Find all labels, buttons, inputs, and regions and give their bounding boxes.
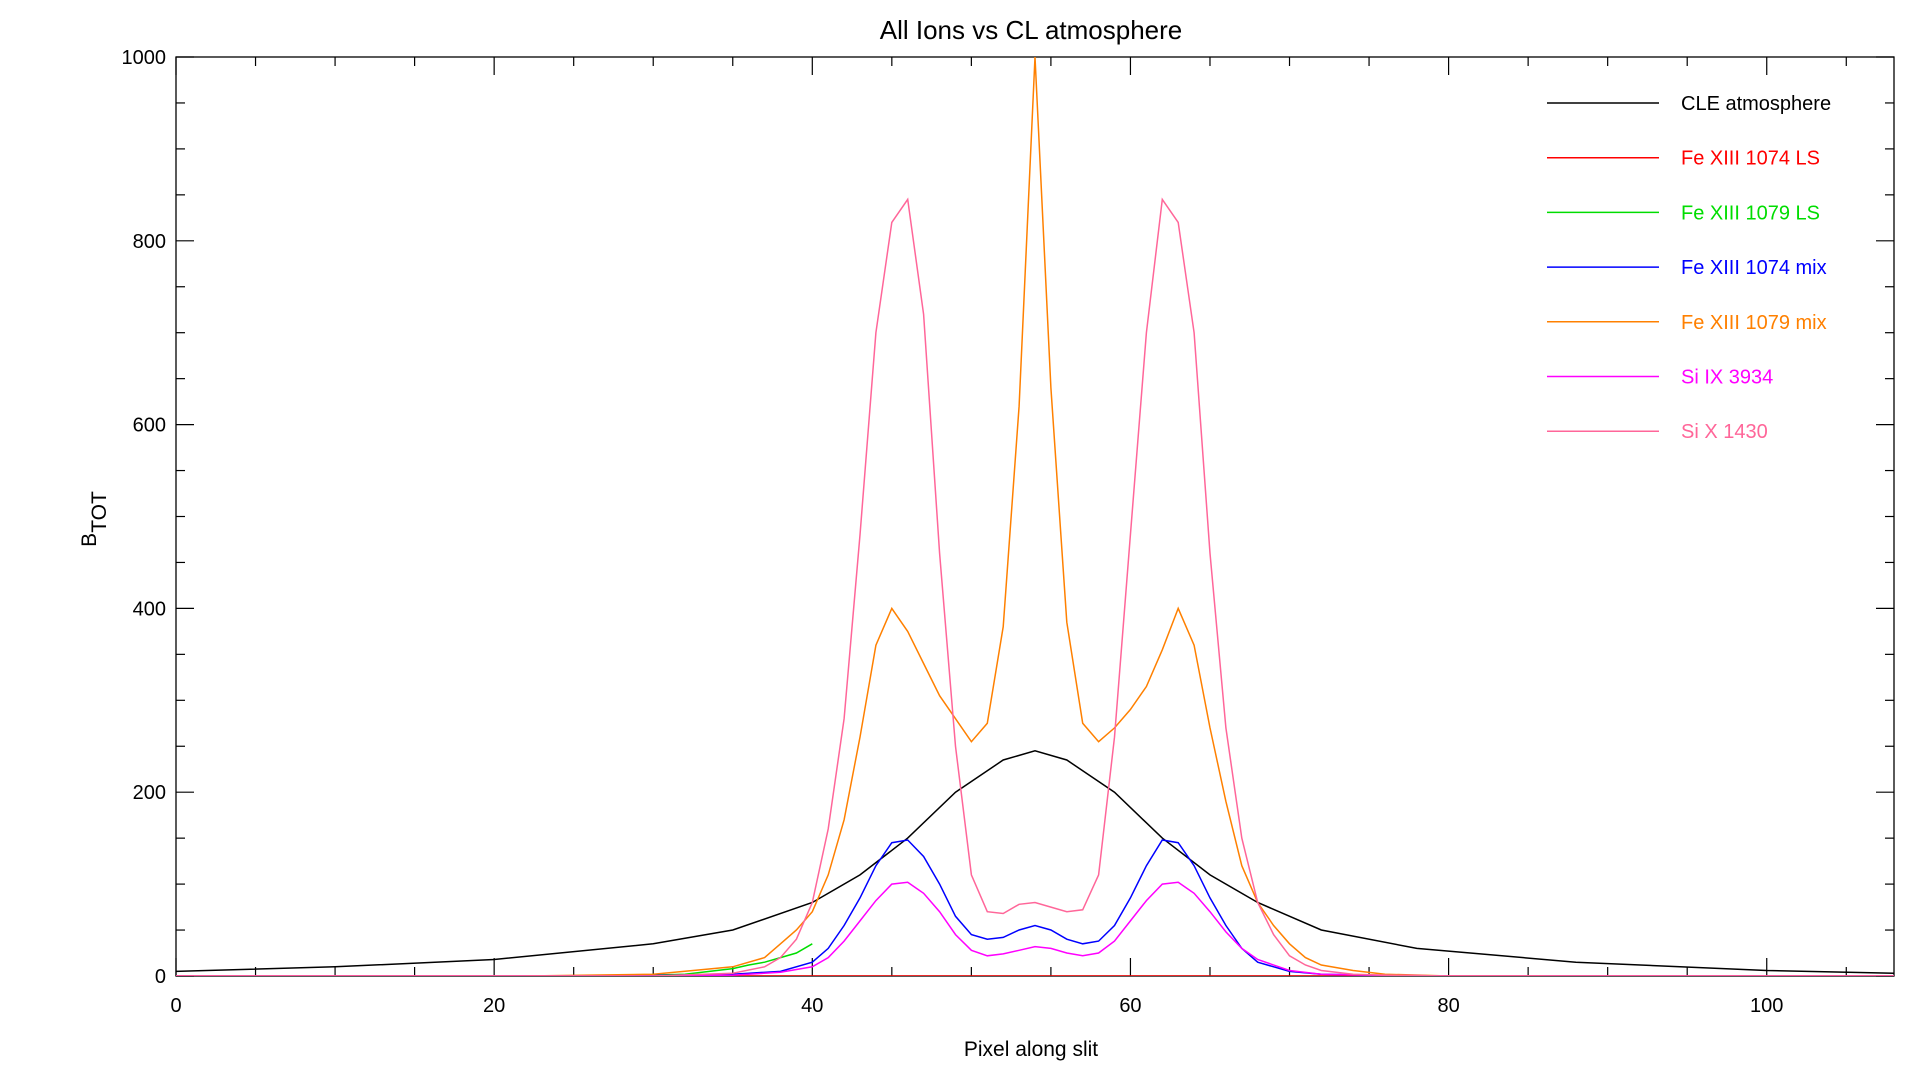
series-layer [176,57,1894,976]
x-tick-label: 0 [170,995,181,1017]
x-tick-label: 100 [1750,995,1783,1017]
chart-title: All Ions vs CL atmosphere [880,15,1183,45]
y-tick-label: 200 [133,782,166,804]
y-tick-label: 0 [155,966,166,988]
series-line-si-x-1430 [176,197,1894,976]
legend-entry: CLE atmosphere [1681,93,1831,115]
series-line-cle-atmosphere [176,750,1894,974]
x-tick-label: 20 [483,995,505,1017]
legend-entry: Si IX 3934 [1681,367,1773,389]
x-tick-label: 40 [801,995,823,1017]
legend-entry: Fe XIII 1079 mix [1681,312,1827,334]
x-tick-label: 80 [1437,995,1459,1017]
legend-entry: Fe XIII 1079 LS [1681,202,1820,224]
legend-entry: Si X 1430 [1681,421,1768,443]
y-tick-label: 1000 [122,47,167,69]
series-line-fe-xiii-1079-ls [621,943,813,976]
y-axis-label: BTOT [78,491,111,547]
x-axis-label: Pixel along slit [964,1038,1098,1061]
y-tick-label: 800 [133,231,166,253]
legend-entry: Fe XIII 1074 LS [1681,148,1820,170]
y-tick-label: 600 [133,415,166,437]
plot-frame [175,56,1895,977]
y-axis-label-main: B [78,533,101,547]
y-axis-label-sub: TOT [88,491,111,533]
series-line-si-ix-3934 [176,881,1894,976]
series-line-fe-xiii-1079-mix [525,57,1544,976]
x-tick-label: 60 [1119,995,1141,1017]
legend-entry: Fe XIII 1074 mix [1681,257,1827,279]
legend: CLE atmosphere Fe XIII 1074 LS Fe XIII 107… [1547,93,1831,443]
y-tick-label: 400 [133,598,166,620]
series-line-fe-xiii-1074-mix [621,839,1449,976]
